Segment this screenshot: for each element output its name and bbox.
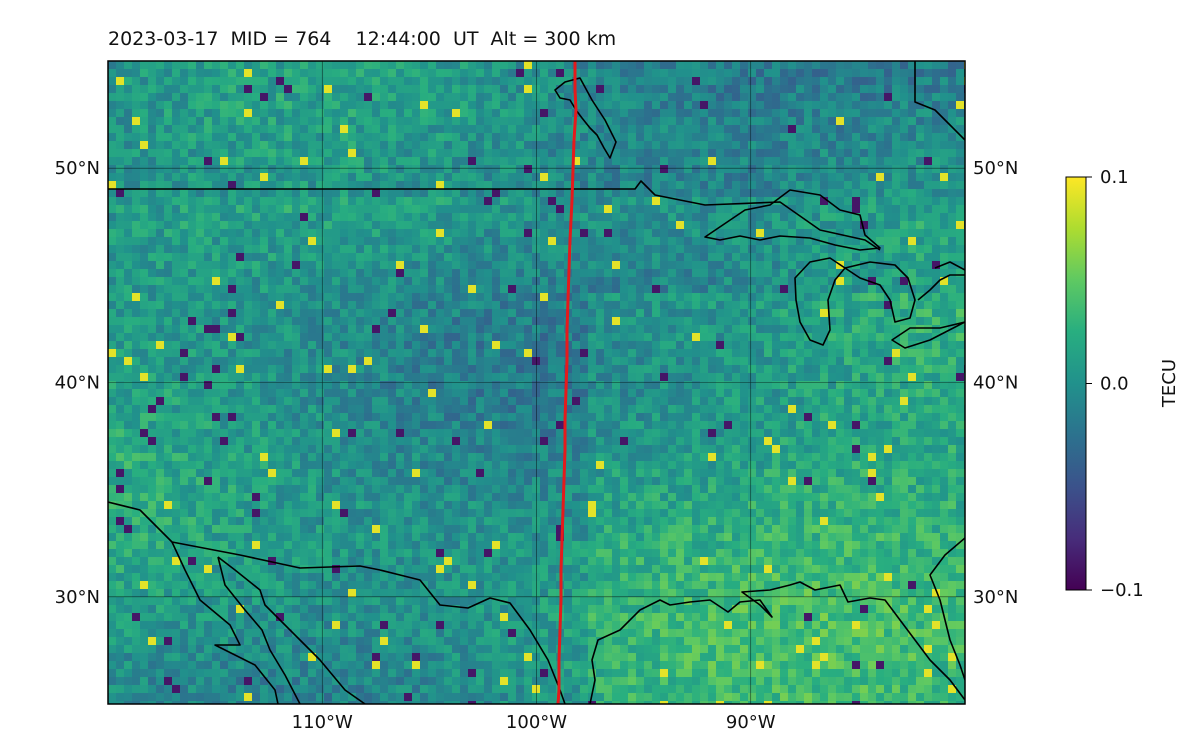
coastlines-borders bbox=[108, 61, 965, 704]
lat-tick-label-left: 30°N bbox=[55, 587, 100, 608]
colorbar: 0.1 0.0 −0.1 TECU bbox=[1065, 167, 1180, 601]
lat-tick-label-left: 40°N bbox=[55, 373, 100, 394]
gridlines bbox=[108, 61, 965, 704]
lon-labels: 110°W 100°W 90°W bbox=[292, 712, 776, 733]
map-title: 2023-03-17 MID = 764 12:44:00 UT Alt = 3… bbox=[108, 28, 617, 50]
us-mexico-border bbox=[108, 501, 566, 704]
colorbar-tick-label: 0.1 bbox=[1100, 167, 1129, 188]
lake-huron bbox=[844, 261, 916, 323]
ontario-shore bbox=[917, 274, 965, 301]
sonora-coast bbox=[217, 556, 366, 704]
lake-michigan bbox=[794, 257, 846, 346]
tec-heatmap bbox=[108, 61, 965, 704]
lat-labels-left: 50°N 40°N 30°N bbox=[55, 158, 100, 608]
lake-superior bbox=[704, 189, 881, 251]
lat-tick-label-right: 50°N bbox=[973, 158, 1018, 179]
baja-coast bbox=[171, 541, 279, 704]
satellite-track-line bbox=[556, 61, 578, 704]
colorbar-ticks: 0.1 0.0 −0.1 bbox=[1086, 167, 1144, 601]
colorbar-gradient bbox=[1065, 176, 1087, 591]
lon-tick-label: 100°W bbox=[506, 712, 567, 733]
atlantic-coast bbox=[929, 537, 965, 681]
lat-tick-label-right: 30°N bbox=[973, 587, 1018, 608]
hudson-bay-coast bbox=[554, 77, 617, 159]
map-frame bbox=[107, 60, 966, 705]
lake-ontario bbox=[934, 261, 965, 271]
baja-inner bbox=[217, 556, 301, 704]
colorbar-tick-label: −0.1 bbox=[1100, 580, 1144, 601]
lat-labels-right: 50°N 40°N 30°N bbox=[973, 158, 1018, 608]
lon-tick-label: 90°W bbox=[726, 712, 776, 733]
lat-tick-label-right: 40°N bbox=[973, 373, 1018, 394]
lon-tick-label: 110°W bbox=[292, 712, 353, 733]
gulf-coast bbox=[589, 581, 965, 704]
us-canada-border bbox=[108, 180, 881, 251]
hudson-bay-east-coast bbox=[914, 61, 965, 141]
colorbar-label: TECU bbox=[1159, 359, 1180, 408]
lat-tick-label-left: 50°N bbox=[55, 158, 100, 179]
colorbar-tick-label: 0.0 bbox=[1100, 374, 1129, 395]
lake-erie bbox=[891, 321, 965, 349]
